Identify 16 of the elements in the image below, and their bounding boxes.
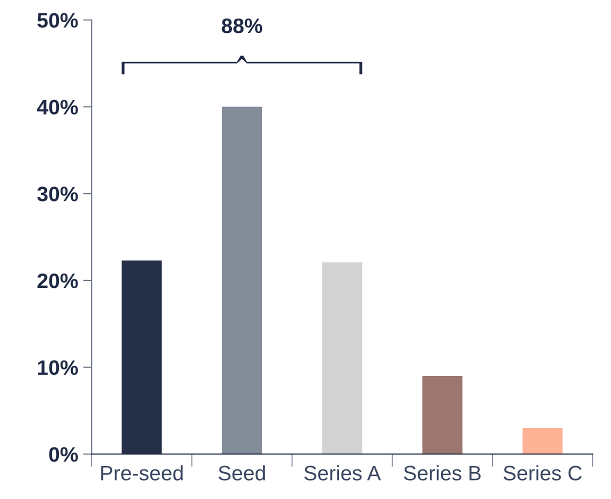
y-tick-label: 20% (37, 273, 78, 288)
annotation: 88% (222, 18, 262, 34)
x-tick-label: Pre-seed (101, 465, 183, 481)
y-tick-label: 0% (49, 447, 78, 462)
y-tick-label: 40% (37, 100, 78, 115)
bar (222, 106, 262, 454)
x-tick-label: Seed (218, 465, 265, 481)
bar (422, 376, 462, 454)
x-tick-label: Series C (504, 465, 582, 481)
y-tick-label: 50% (37, 12, 78, 28)
bar (322, 262, 362, 454)
y-tick-label: 30% (37, 186, 78, 202)
y-tick-label: 10% (38, 360, 78, 376)
x-tick-label: Series A (304, 465, 381, 481)
x-tick-label: Series B (404, 465, 481, 481)
bar (522, 428, 563, 454)
